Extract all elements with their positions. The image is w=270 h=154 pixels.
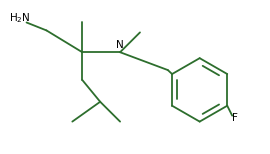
Text: F: F [232, 113, 238, 123]
Text: N: N [116, 40, 124, 50]
Text: H$_2$N: H$_2$N [9, 12, 30, 25]
